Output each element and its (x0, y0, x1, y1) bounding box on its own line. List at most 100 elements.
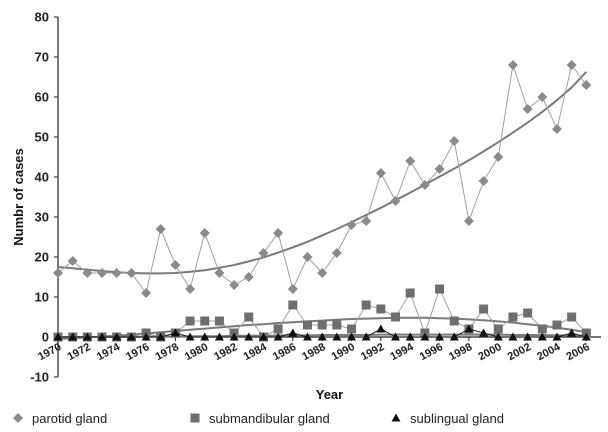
legend-item: parotid gland (13, 411, 107, 426)
x-tick-label: 1996 (418, 341, 445, 363)
data-point (435, 284, 445, 294)
y-tick-label: 30 (35, 210, 49, 225)
y-tick-label: 70 (35, 50, 49, 65)
data-point (302, 252, 313, 262)
data-point (405, 156, 416, 166)
data-point (199, 228, 210, 238)
data-point (156, 332, 166, 341)
y-tick-label: 10 (35, 290, 49, 305)
data-point (317, 268, 328, 278)
data-point (493, 152, 504, 162)
trend-line (57, 71, 588, 275)
data-point (391, 312, 401, 322)
x-tick-label: 1972 (66, 341, 93, 363)
x-tick-label: 1976 (124, 341, 151, 363)
data-point (317, 320, 327, 330)
data-point (508, 312, 518, 322)
y-tick-label: -10 (30, 370, 49, 385)
x-tick-label: 1998 (447, 341, 474, 363)
data-point (155, 224, 166, 234)
y-tick-label: 0 (42, 330, 49, 345)
data-point (200, 332, 210, 341)
y-tick-label: 50 (35, 130, 49, 145)
series-diamond (53, 60, 592, 298)
data-point (347, 332, 357, 341)
data-point (551, 124, 562, 134)
y-tick-label: 60 (35, 90, 49, 105)
data-point (200, 316, 210, 326)
data-point (141, 332, 151, 341)
data-point (53, 268, 63, 278)
data-point (244, 332, 254, 341)
data-point (53, 332, 63, 341)
data-point (376, 324, 386, 333)
data-point (258, 248, 269, 258)
data-point (331, 248, 342, 258)
y-tick-label: 40 (35, 170, 49, 185)
y-axis-title: Numbr of cases (11, 148, 26, 246)
data-point (317, 332, 327, 341)
data-point (244, 312, 254, 322)
data-point (258, 332, 268, 341)
data-point (478, 176, 489, 186)
data-point (449, 332, 459, 341)
data-point (479, 304, 489, 314)
data-point (332, 320, 342, 330)
legend-label: sublingual gland (410, 411, 504, 426)
data-point (508, 332, 518, 341)
data-point (287, 284, 298, 294)
x-tick-label: 2004 (535, 341, 563, 363)
data-point (375, 168, 386, 178)
data-point (405, 332, 415, 341)
data-point (273, 324, 283, 334)
data-point (361, 332, 371, 341)
data-point (126, 332, 136, 341)
data-point (463, 216, 474, 226)
data-point (537, 324, 547, 334)
series-triangle (53, 324, 591, 341)
data-point (537, 332, 547, 341)
chart-series (53, 60, 592, 342)
x-tick-label: 1984 (242, 341, 270, 363)
legend-item: sublingual gland (391, 411, 504, 426)
data-point (449, 136, 460, 146)
data-point (214, 332, 224, 341)
data-point (229, 280, 240, 290)
data-point (67, 256, 78, 266)
data-point (523, 308, 533, 318)
data-point (288, 300, 298, 310)
data-point (566, 60, 577, 70)
legend-item: submandibular gland (190, 411, 330, 426)
data-point (82, 268, 93, 278)
data-point (302, 320, 312, 330)
data-point (243, 272, 254, 282)
x-tick-label: 1982 (212, 341, 239, 363)
data-point (141, 288, 152, 298)
data-point (581, 80, 592, 90)
data-point (493, 332, 503, 341)
x-tick-label: 1978 (154, 341, 181, 363)
data-point (435, 332, 445, 341)
x-tick-label: 1970 (36, 341, 63, 363)
data-point (332, 332, 342, 341)
data-point (464, 324, 474, 333)
data-point (552, 320, 562, 330)
data-point (229, 332, 239, 341)
legend-marker (13, 413, 23, 423)
data-point (288, 328, 298, 337)
data-point (361, 300, 371, 310)
x-tick-label: 1992 (359, 341, 386, 363)
data-point (479, 328, 489, 337)
legend-label: parotid gland (32, 411, 107, 426)
data-point (302, 332, 312, 341)
data-point (185, 316, 195, 326)
x-tick-label: 2000 (476, 341, 503, 363)
data-point (214, 268, 225, 278)
data-point (537, 92, 548, 102)
data-point (361, 216, 372, 226)
data-point (185, 332, 195, 341)
legend-marker (391, 413, 401, 422)
data-point (419, 180, 430, 190)
data-point (346, 220, 357, 230)
